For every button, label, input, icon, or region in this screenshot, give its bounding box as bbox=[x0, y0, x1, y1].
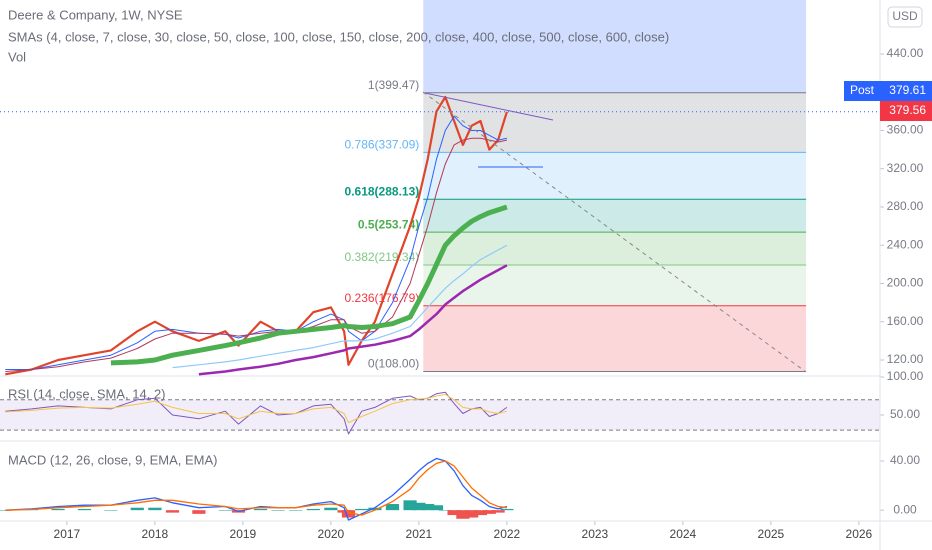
rsi-band bbox=[0, 399, 880, 431]
x-tick-label: 2026 bbox=[846, 527, 873, 541]
series-line bbox=[110, 204, 508, 366]
chart-title: Deere & Company, 1W, NYSE bbox=[8, 7, 183, 22]
histogram-bar bbox=[465, 510, 479, 518]
y-tick-label: 280.00 bbox=[887, 199, 924, 213]
range-highlight bbox=[423, 0, 807, 93]
series-line bbox=[198, 264, 508, 376]
fib-band bbox=[423, 265, 807, 306]
histogram-bar bbox=[218, 510, 232, 511]
y-tick-label: 200.00 bbox=[887, 276, 924, 290]
histogram-bar bbox=[355, 508, 369, 511]
histogram-bar bbox=[447, 510, 461, 516]
y-tick-label: 360.00 bbox=[887, 123, 924, 137]
fib-label: 0.382(219.34) bbox=[345, 250, 420, 264]
fib-label: 0.5(253.74) bbox=[358, 217, 419, 231]
y-tick-label: 240.00 bbox=[887, 237, 924, 251]
x-tick-label: 2021 bbox=[406, 527, 433, 541]
y-tick-label: 100.00 bbox=[887, 369, 924, 383]
fib-band bbox=[423, 305, 807, 372]
histogram-bar bbox=[324, 507, 338, 511]
currency[interactable]: USD bbox=[892, 9, 918, 23]
x-tick-label: 2020 bbox=[318, 527, 345, 541]
histogram-bar bbox=[403, 500, 417, 511]
background-layer bbox=[0, 0, 880, 431]
histogram-bar bbox=[421, 504, 435, 511]
histogram-bar bbox=[192, 510, 206, 514]
histogram-bar bbox=[289, 510, 303, 511]
histogram-bar bbox=[130, 507, 144, 511]
histogram-bar bbox=[104, 510, 118, 511]
fib-label: 1(399.47) bbox=[368, 78, 419, 92]
histogram-bar bbox=[500, 508, 514, 511]
post-badge-value: 379.61 bbox=[889, 83, 926, 97]
last-price-badge bbox=[880, 101, 932, 121]
x-tick-label: 2018 bbox=[142, 527, 169, 541]
histogram-bar bbox=[482, 510, 496, 514]
y-tick-label: 320.00 bbox=[887, 161, 924, 175]
trend-line bbox=[424, 92, 554, 121]
x-tick-label: 2025 bbox=[758, 527, 785, 541]
trend-line-dashed bbox=[422, 91, 807, 373]
fib-band bbox=[423, 152, 807, 200]
pane-title: RSI (14, close, SMA, 14, 2) bbox=[8, 386, 166, 401]
fib-label: 0(108.00) bbox=[368, 357, 419, 371]
histogram-bar bbox=[385, 504, 400, 511]
fib-band bbox=[423, 232, 807, 266]
histogram-bar bbox=[456, 510, 470, 519]
indicator-legend: SMAs (4, close, 7, close, 30, close, 50,… bbox=[8, 29, 669, 44]
x-tick-label: 2022 bbox=[494, 527, 521, 541]
histogram-bar bbox=[412, 502, 426, 511]
post-badge bbox=[844, 81, 932, 101]
histogram-bar bbox=[253, 508, 268, 511]
x-tick-label: 2023 bbox=[582, 527, 609, 541]
series-line bbox=[5, 394, 508, 424]
histogram-bar bbox=[165, 510, 180, 513]
histogram-bar bbox=[77, 508, 92, 511]
y-tick-label: 40.00 bbox=[890, 453, 920, 467]
histogram-bar bbox=[148, 507, 162, 511]
fib-label: 0.618(288.13) bbox=[345, 184, 420, 198]
series-line bbox=[172, 244, 508, 369]
y-tick-label: 50.00 bbox=[890, 407, 920, 421]
post-badge-label: Post bbox=[850, 83, 875, 97]
series-line bbox=[5, 391, 508, 435]
pane-title: MACD (12, 26, close, 9, EMA, EMA) bbox=[8, 452, 218, 467]
y-tick-label: 440.00 bbox=[887, 46, 924, 60]
histogram-bar bbox=[341, 510, 356, 518]
histogram-bar bbox=[438, 510, 452, 511]
histogram-bar bbox=[429, 505, 444, 511]
x-tick-label: 2017 bbox=[54, 527, 81, 541]
series-line bbox=[5, 95, 508, 376]
series-line bbox=[5, 137, 508, 372]
currency-box[interactable] bbox=[887, 6, 923, 28]
series-line bbox=[5, 457, 508, 521]
series-line bbox=[5, 460, 507, 516]
fib-label: 0.786(337.09) bbox=[345, 138, 420, 152]
last-price-value: 379.56 bbox=[889, 103, 926, 117]
histogram-bar bbox=[473, 510, 488, 516]
histogram-bar bbox=[51, 508, 65, 511]
histogram-bar bbox=[491, 510, 505, 513]
x-tick-label: 2024 bbox=[670, 527, 697, 541]
histogram-bar bbox=[271, 510, 285, 511]
y-tick-label: 160.00 bbox=[887, 314, 924, 328]
histogram-bar bbox=[368, 507, 382, 511]
histogram-bar bbox=[306, 508, 320, 511]
plot-layer: 2017 2018 2019 2020 2021 2022 2023 2024 2025 2026… bbox=[0, 46, 924, 541]
y-tick-label: 120.00 bbox=[887, 352, 924, 366]
volume-legend: Vol bbox=[8, 49, 26, 64]
x-tick-label: 2019 bbox=[230, 527, 257, 541]
y-tick-label: 0.00 bbox=[893, 502, 917, 516]
